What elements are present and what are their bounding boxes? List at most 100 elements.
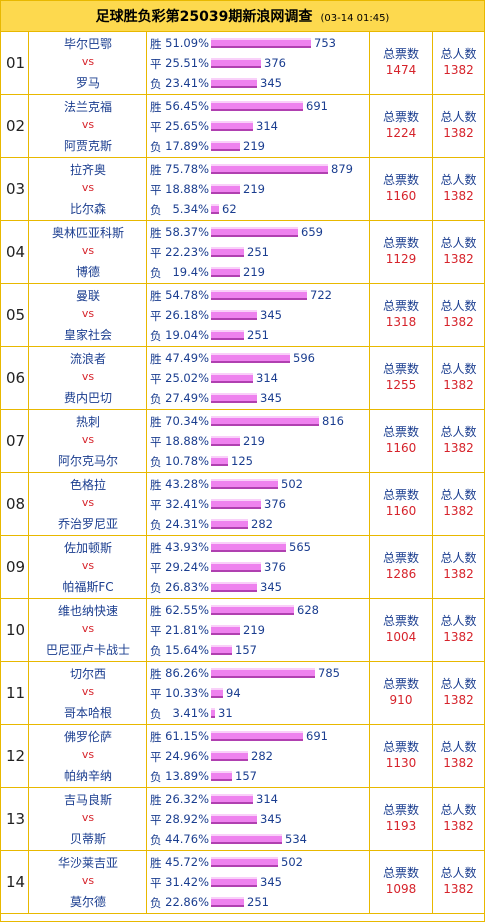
- away-team[interactable]: 帕纳辛纳: [63, 769, 112, 783]
- lose-count: 345: [260, 391, 282, 405]
- away-team[interactable]: 阿尔克马尔: [57, 454, 118, 468]
- draw-count: 219: [243, 434, 265, 448]
- away-team[interactable]: 比尔森: [69, 202, 106, 216]
- total-people-cell: 总人数 1382: [433, 851, 484, 914]
- lose-stat: 负 22.86% 251: [147, 893, 370, 911]
- total-people-cell: 总人数 1382: [433, 284, 484, 347]
- draw-label: 平: [150, 120, 162, 134]
- win-percent: 56.45%: [165, 99, 209, 113]
- draw-percent: 21.81%: [165, 623, 209, 637]
- teams-cell: 佛罗伦萨 vs 帕纳辛纳: [29, 725, 147, 788]
- total-votes-label: 总票数: [382, 866, 419, 880]
- draw-stat: 平 25.51% 376: [147, 54, 370, 72]
- away-team[interactable]: 罗马: [75, 76, 100, 90]
- draw-percent: 25.02%: [165, 371, 209, 385]
- teams-cell: 维也纳快速 vs 巴尼亚卢卡战士: [29, 599, 147, 662]
- away-team[interactable]: 乔治罗尼亚: [57, 517, 118, 531]
- win-label: 胜: [150, 604, 162, 618]
- lose-label: 负: [150, 77, 162, 91]
- home-team[interactable]: 流浪者: [69, 352, 106, 366]
- vs-label: vs: [81, 748, 95, 761]
- total-votes-value: 1474: [385, 63, 417, 77]
- draw-label: 平: [150, 687, 162, 701]
- draw-bar: [211, 184, 240, 194]
- total-people-cell: 总人数 1382: [433, 221, 484, 284]
- total-votes-label: 总票数: [382, 299, 419, 313]
- lose-stat: 负 27.49% 345: [147, 389, 370, 407]
- draw-percent: 26.18%: [165, 308, 209, 322]
- lose-percent: 17.89%: [165, 139, 209, 153]
- draw-label: 平: [150, 309, 162, 323]
- home-team[interactable]: 华沙莱吉亚: [57, 856, 118, 870]
- away-team[interactable]: 博德: [75, 265, 100, 279]
- match-number: 04: [6, 243, 26, 261]
- home-team[interactable]: 色格拉: [69, 478, 106, 492]
- total-votes-value: 1193: [385, 819, 417, 833]
- win-label: 胜: [150, 100, 162, 114]
- home-team[interactable]: 法兰克福: [63, 100, 112, 114]
- home-team[interactable]: 拉齐奥: [69, 163, 106, 177]
- vote-stats-cell: 胜 62.55% 628 平 21.81% 219 负 15.64% 157: [147, 599, 370, 662]
- draw-stat: 平 18.88% 219: [147, 432, 370, 450]
- draw-label: 平: [150, 183, 162, 197]
- home-team[interactable]: 毕尔巴鄂: [63, 37, 112, 51]
- draw-stat: 平 31.42% 345: [147, 873, 370, 891]
- lose-label: 负: [150, 518, 162, 532]
- home-team[interactable]: 吉马良斯: [63, 793, 112, 807]
- away-team[interactable]: 费内巴切: [63, 391, 112, 405]
- total-votes-label: 总票数: [382, 110, 419, 124]
- away-team[interactable]: 巴尼亚卢卡战士: [45, 643, 130, 657]
- lose-percent: 22.86%: [165, 895, 209, 909]
- total-people-label: 总人数: [440, 236, 477, 250]
- away-team[interactable]: 贝蒂斯: [69, 832, 106, 846]
- win-bar: [211, 101, 303, 111]
- lose-label: 负: [150, 266, 162, 280]
- win-percent: 26.32%: [165, 792, 209, 806]
- total-people-cell: 总人数 1382: [433, 32, 484, 95]
- total-people-cell: 总人数 1382: [433, 599, 484, 662]
- home-team[interactable]: 曼联: [75, 289, 100, 303]
- draw-count: 251: [247, 245, 269, 259]
- match-number-cell: 07: [1, 410, 29, 473]
- win-bar: [211, 605, 294, 615]
- draw-stat: 平 26.18% 345: [147, 306, 370, 324]
- away-team[interactable]: 皇家社会: [63, 328, 112, 342]
- total-people-value: 1382: [443, 441, 474, 455]
- away-team[interactable]: 哥本哈根: [63, 706, 112, 720]
- total-people-value: 1382: [443, 504, 474, 518]
- total-votes-cell: 总票数 1318: [370, 284, 433, 347]
- home-team[interactable]: 佐加顿斯: [63, 541, 112, 555]
- away-team[interactable]: 阿贾克斯: [63, 139, 112, 153]
- home-team[interactable]: 奥林匹亚科斯: [51, 226, 124, 240]
- away-team[interactable]: 莫尔德: [69, 895, 106, 909]
- draw-percent: 25.65%: [165, 119, 209, 133]
- teams-cell: 流浪者 vs 费内巴切: [29, 347, 147, 410]
- total-people-value: 1382: [443, 315, 474, 329]
- lose-count: 282: [251, 517, 273, 531]
- lose-label: 负: [150, 707, 162, 721]
- match-number-cell: 02: [1, 95, 29, 158]
- home-team[interactable]: 热刺: [75, 415, 100, 429]
- win-count: 879: [331, 162, 353, 176]
- home-team[interactable]: 切尔西: [69, 667, 106, 681]
- lose-stat: 负 19.04% 251: [147, 326, 370, 344]
- total-people-cell: 总人数 1382: [433, 158, 484, 221]
- win-bar: [211, 227, 298, 237]
- home-team[interactable]: 佛罗伦萨: [63, 730, 112, 744]
- win-count: 314: [256, 792, 278, 806]
- win-percent: 43.93%: [165, 540, 209, 554]
- total-votes-label: 总票数: [382, 362, 419, 376]
- draw-percent: 10.33%: [165, 686, 209, 700]
- vs-label: vs: [81, 433, 95, 446]
- total-people-label: 总人数: [440, 677, 477, 691]
- total-votes-cell: 总票数 1004: [370, 599, 433, 662]
- match-number-cell: 10: [1, 599, 29, 662]
- draw-bar: [211, 814, 257, 824]
- draw-percent: 29.24%: [165, 560, 209, 574]
- lose-count: 251: [247, 328, 269, 342]
- win-percent: 58.37%: [165, 225, 209, 239]
- vs-label: vs: [81, 685, 95, 698]
- draw-label: 平: [150, 435, 162, 449]
- home-team[interactable]: 维也纳快速: [57, 604, 118, 618]
- away-team[interactable]: 帕福斯FC: [62, 580, 114, 594]
